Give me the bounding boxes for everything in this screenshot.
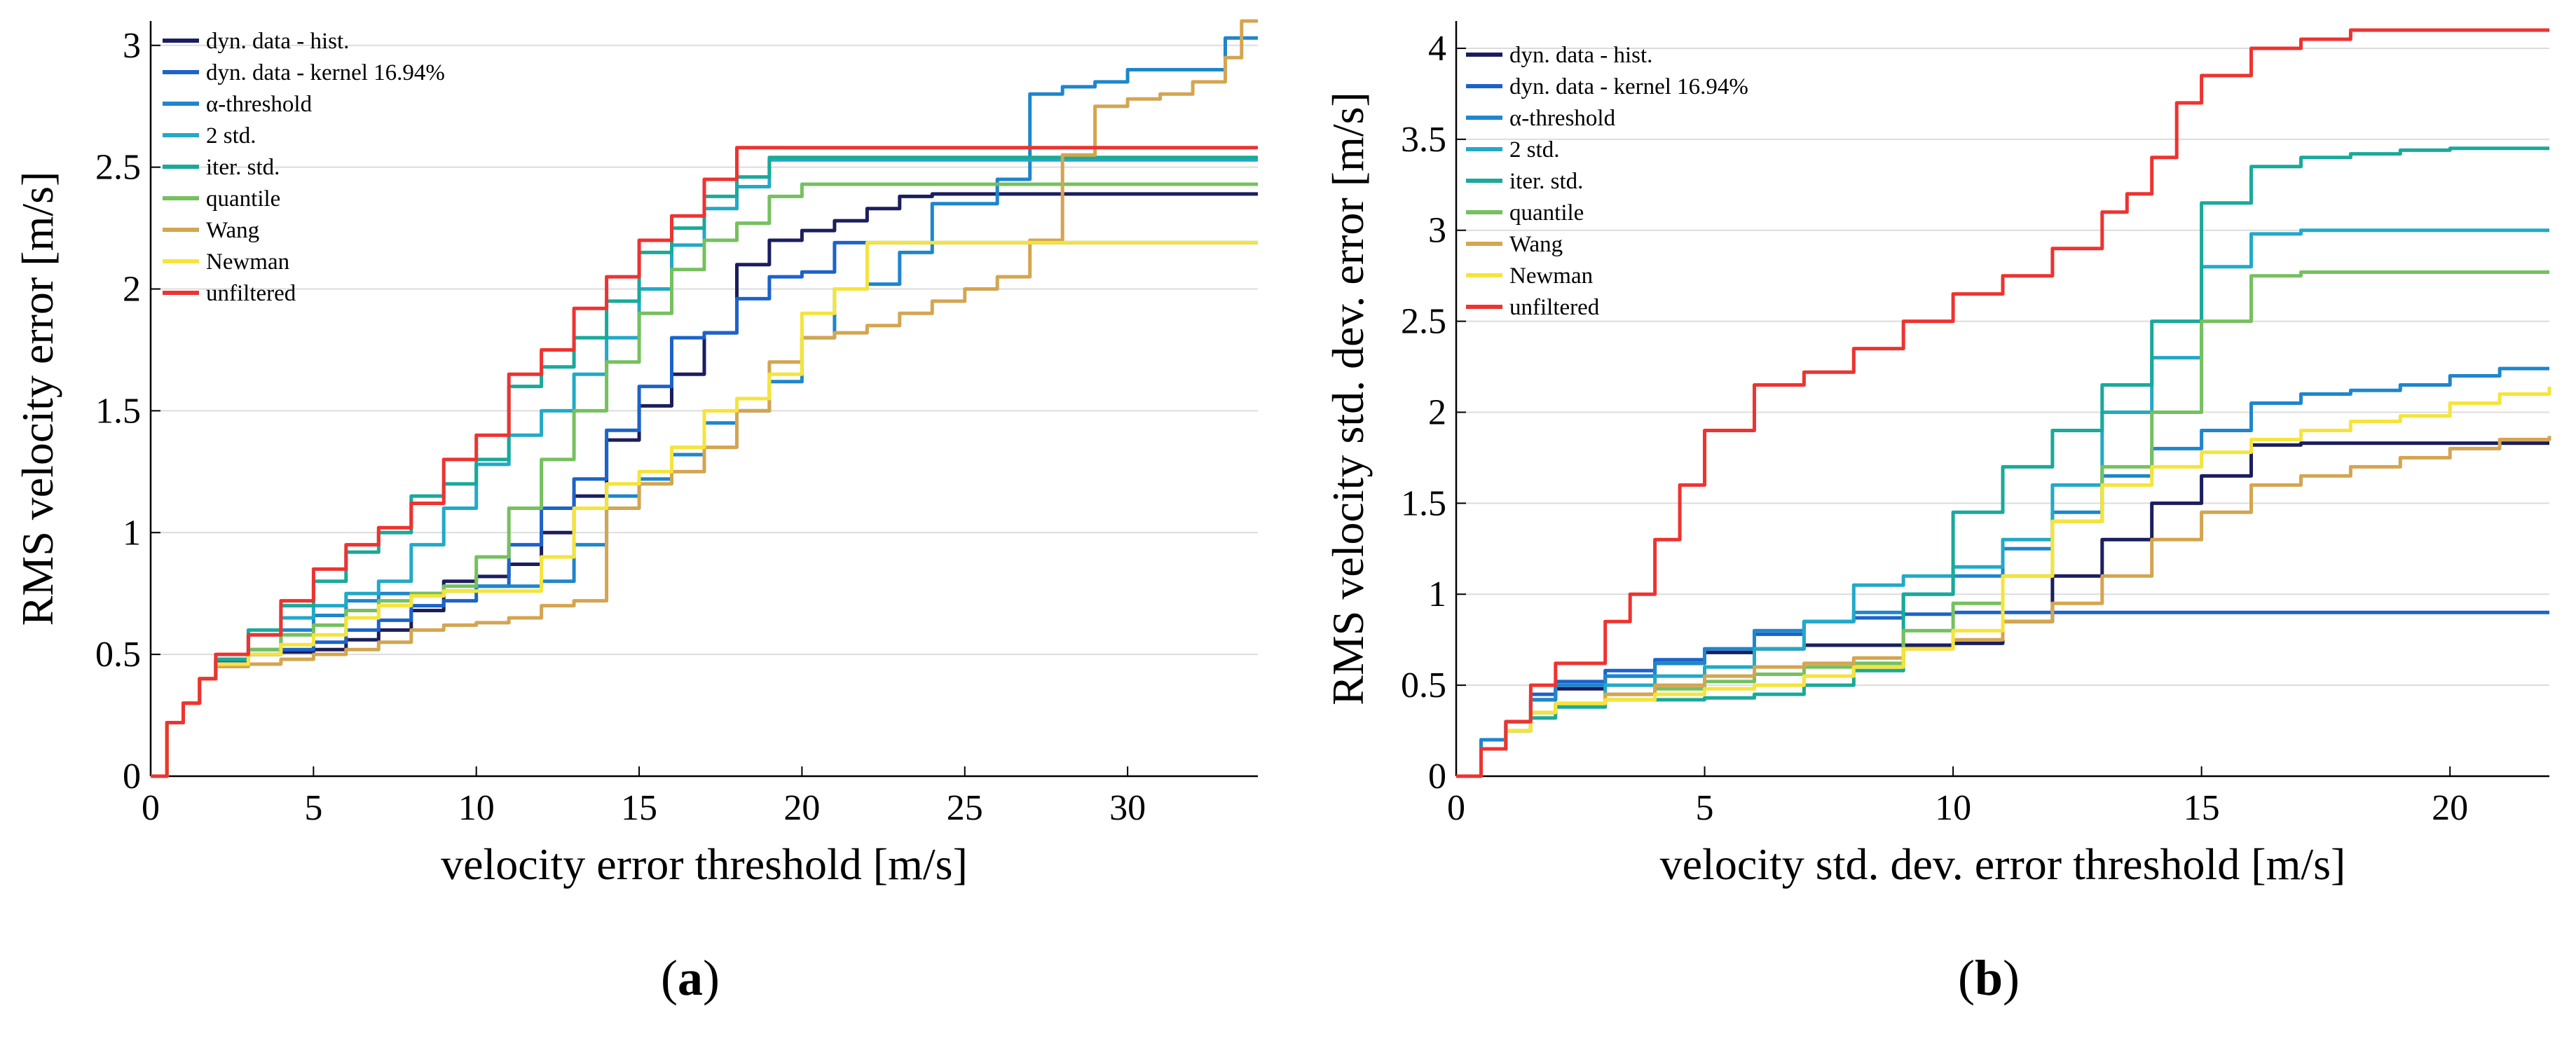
- chart-b: 0 0.5 1 1.5 2 2.5 3 3.5 4 0 5 10 15 20 velocity std. d…: [1323, 21, 2551, 1006]
- y-axis-label: RMS velocity error [m/s]: [13, 172, 62, 626]
- legend-label: α-threshold: [1509, 106, 1616, 131]
- legend-label: iter. std.: [206, 155, 280, 180]
- series-line-6: [151, 19, 1258, 778]
- y-tick-label: 0: [123, 757, 141, 797]
- legend: dyn. data - hist. dyn. data - kernel 16.9…: [163, 29, 445, 306]
- panel-label: (b): [1958, 950, 2020, 1006]
- x-axis-label: velocity error threshold [m/s]: [441, 839, 968, 889]
- x-axis-label: velocity std. dev. error threshold [m/s]: [1660, 839, 2346, 889]
- y-tick-label: 0.5: [1401, 666, 1446, 705]
- legend-label: Newman: [1509, 263, 1593, 289]
- x-tick-label: 0: [142, 788, 160, 828]
- legend: dyn. data - hist. dyn. data - kernel 16.9…: [1466, 43, 1748, 320]
- series-line-8: [151, 146, 1258, 778]
- y-tick-label: 3.5: [1401, 120, 1446, 160]
- x-tick-label: 30: [1109, 788, 1146, 828]
- panel-label-letter: b: [1975, 950, 2003, 1006]
- legend-label: Wang: [1509, 232, 1563, 257]
- y-tick-label: 2: [123, 270, 141, 310]
- legend-label: 2 std.: [1509, 137, 1560, 163]
- x-tick-label: 25: [947, 788, 983, 828]
- legend-label: 2 std.: [206, 123, 256, 149]
- panel-label: (a): [661, 950, 720, 1006]
- series-line-1: [151, 240, 1258, 778]
- y-tick-label: 2: [1428, 392, 1446, 432]
- series-line-5: [151, 182, 1258, 778]
- y-tick-label: 1.5: [95, 391, 141, 431]
- legend-label: unfiltered: [206, 281, 296, 306]
- panel-label-letter: a: [678, 950, 703, 1006]
- legend-label: dyn. data - kernel 16.94%: [1509, 74, 1748, 99]
- panel-label-open: (: [1958, 950, 1975, 1006]
- legend-label: unfiltered: [1509, 295, 1600, 320]
- series-line-7: [1456, 387, 2551, 778]
- y-tick-label: 4: [1428, 29, 1446, 69]
- x-tick-label: 10: [1935, 788, 1971, 828]
- panel-label-close: ): [2003, 950, 2020, 1006]
- series-line-0: [151, 192, 1258, 778]
- y-tick-label: 1: [1428, 574, 1446, 614]
- y-tick-label: 0: [1428, 757, 1446, 797]
- series-line-4: [1456, 146, 2549, 778]
- legend-label: dyn. data - kernel 16.94%: [206, 60, 445, 85]
- y-axis-label: RMS velocity std. dev. error [m/s]: [1323, 92, 1373, 705]
- panel-label-close: ): [703, 950, 720, 1006]
- x-tick-label: 15: [2184, 788, 2220, 828]
- y-tick-label: 1: [123, 513, 141, 553]
- legend-label: iter. std.: [1509, 169, 1583, 194]
- x-tick-label: 5: [304, 788, 322, 828]
- y-tick-label: 0.5: [95, 635, 141, 675]
- y-tick-label: 3: [123, 26, 141, 66]
- x-tick-label: 15: [621, 788, 657, 828]
- series-line-2: [1456, 366, 2549, 778]
- series-line-7: [151, 240, 1258, 778]
- legend-label: dyn. data - hist.: [1509, 43, 1652, 68]
- x-tick-label: 20: [2432, 788, 2468, 828]
- panel-label-open: (: [661, 950, 678, 1006]
- x-tick-label: 10: [458, 788, 495, 828]
- legend-label: quantile: [1509, 200, 1584, 226]
- legend-label: Wang: [206, 218, 259, 243]
- y-tick-label: 2.5: [95, 148, 141, 188]
- legend-label: quantile: [206, 186, 280, 212]
- y-tick-label: 3: [1428, 211, 1446, 251]
- x-tick-label: 5: [1696, 788, 1714, 828]
- series-line-8: [1456, 28, 2549, 778]
- legend-label: dyn. data - hist.: [206, 29, 349, 54]
- x-tick-label: 20: [783, 788, 820, 828]
- legend-label: Newman: [206, 249, 289, 275]
- legend-label: α-threshold: [206, 92, 313, 117]
- x-tick-label: 0: [1447, 788, 1465, 828]
- y-tick-label: 2.5: [1401, 302, 1446, 342]
- y-tick-label: 1.5: [1401, 483, 1446, 523]
